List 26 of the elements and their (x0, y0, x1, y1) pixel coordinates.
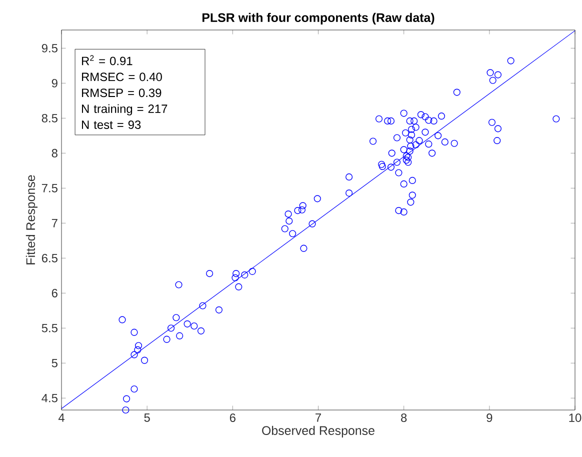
annotation: RMSEP = 0.39 (82, 88, 162, 98)
y-axis-title: Fitted Response (26, 175, 38, 264)
x-tick-label: 8 (401, 414, 407, 422)
annotation: N test = 93 (82, 120, 141, 129)
y-tick-label: 7 (52, 219, 58, 228)
annotation: N training = 217 (82, 104, 168, 116)
annotation: R$^{2}$ = 0.91 (82, 55, 132, 66)
x-tick-label: 4 (58, 414, 64, 422)
y-tick-label: 6.5 (42, 254, 58, 262)
y-tick-label: 5 (52, 358, 58, 368)
x-tick-label: 5 (144, 414, 150, 422)
x-axis-title: Observed Response (262, 426, 374, 438)
y-tick-label: 4.5 (42, 394, 58, 402)
y-tick-label: 9 (52, 78, 58, 88)
x-tick-label: 6 (230, 414, 236, 422)
y-tick-label: 6 (52, 288, 58, 298)
y-tick-label: 8 (52, 148, 58, 158)
y-tick-label: 9.5 (42, 44, 58, 52)
chart-title: PLSR with four components (Raw data) (202, 12, 434, 24)
y-tick-label: 5.5 (42, 324, 58, 332)
y-tick-label: 7.5 (42, 184, 58, 192)
x-tick-label: 10 (569, 414, 582, 422)
annotation: RMSEC = 0.40 (82, 72, 162, 82)
x-tick-label: 9 (486, 414, 492, 422)
y-tick-label: 8.5 (42, 114, 58, 122)
x-tick-label: 7 (316, 414, 321, 422)
